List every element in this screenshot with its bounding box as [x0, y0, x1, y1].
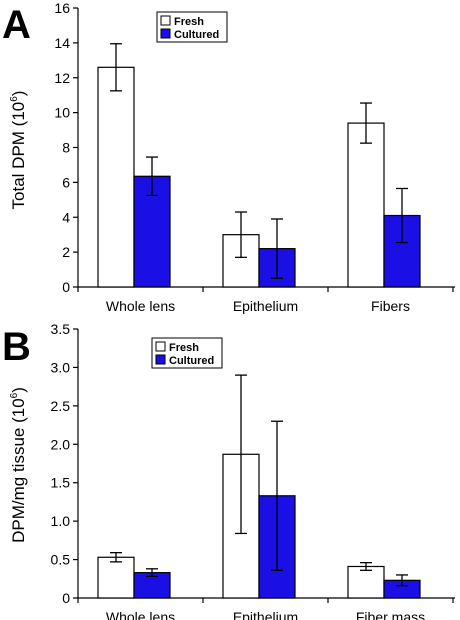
panel-b: B 0 0.5 1.0 1.5 2.0 2.5 3.0 3.5 Whole lens Epithel…	[2, 321, 455, 620]
x-category-label: Whole lens	[106, 298, 175, 314]
legend-entry: Cultured	[169, 355, 214, 367]
y-tick-label: 4	[62, 209, 70, 225]
y-tick-label: 3.0	[51, 359, 71, 375]
y-tick-label: 6	[62, 174, 70, 190]
y-tick-label: 3.5	[51, 321, 71, 337]
y-axis-label-close: )	[9, 387, 28, 393]
y-axis-label-main: Total DPM (10	[9, 102, 28, 210]
y-axis-label: Total DPM (106)	[9, 91, 28, 210]
bar-fresh	[347, 122, 385, 288]
y-axis-label: DPM/mg tissue (106)	[9, 387, 28, 543]
legend-swatch	[155, 354, 166, 365]
legend-entry: Fresh	[169, 342, 199, 354]
y-tick-label: 16	[54, 0, 70, 16]
legend-entry: Cultured	[174, 29, 219, 41]
legend-entry: Fresh	[174, 16, 204, 28]
panel-a: A 0 2 4 6 8 10 12 14 16 Whole lens Epithelium Fibers…	[2, 0, 455, 314]
y-tick-label: 2	[62, 244, 70, 260]
y-tick-label: 2.5	[51, 398, 71, 414]
x-category-label: Whole lens	[106, 609, 175, 620]
x-category-label: Epithelium	[233, 298, 298, 314]
y-axis-label-exponent: 6	[9, 96, 20, 102]
panel-letter: A	[2, 3, 31, 47]
legend-swatch	[160, 28, 171, 39]
x-category-label: Fibers	[371, 298, 410, 314]
y-tick-label: 8	[62, 140, 70, 156]
bar-fresh	[347, 565, 385, 599]
y-tick-label: 0	[62, 590, 70, 606]
y-tick-label: 0	[62, 279, 70, 295]
bar-fresh	[97, 66, 135, 288]
bar-fresh	[97, 556, 135, 599]
x-category-label: Fiber mass	[356, 609, 425, 620]
y-tick-label: 10	[54, 105, 70, 121]
legend-swatch	[155, 341, 166, 352]
y-axis-label-main: DPM/mg tissue (10	[9, 398, 28, 543]
y-tick-label: 1.5	[51, 475, 71, 491]
x-category-label: Epithelium	[233, 609, 298, 620]
panel-letter: B	[2, 325, 31, 369]
y-tick-label: 2.0	[51, 436, 71, 452]
y-tick-label: 14	[54, 35, 70, 51]
y-axis-label-exponent: 6	[9, 392, 20, 398]
y-tick-label: 12	[54, 70, 70, 86]
y-tick-label: 1.0	[51, 513, 71, 529]
y-axis-label-close: )	[9, 91, 28, 97]
legend-swatch	[160, 15, 171, 26]
y-tick-label: 0.5	[51, 552, 71, 568]
